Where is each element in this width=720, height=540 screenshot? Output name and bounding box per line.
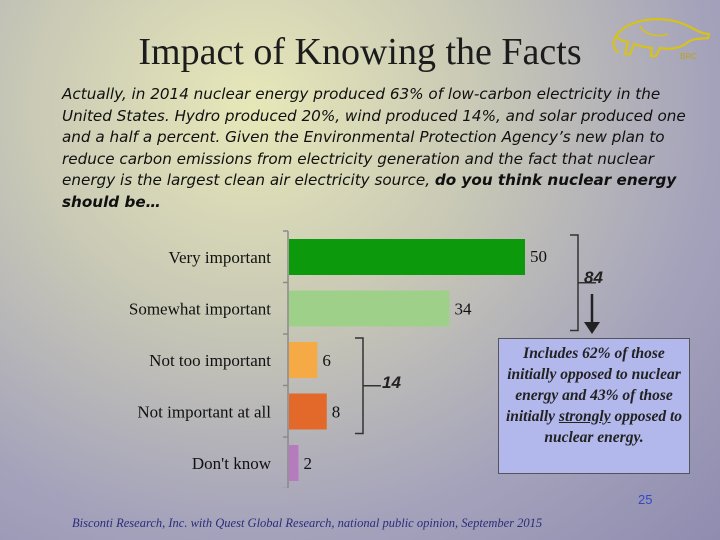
bar xyxy=(289,342,318,378)
question-text: Actually, in 2014 nuclear energy produce… xyxy=(62,85,686,189)
bar xyxy=(289,239,525,275)
bar xyxy=(289,393,327,430)
bar xyxy=(289,445,299,481)
data-label: 50 xyxy=(530,247,547,266)
callout-underlined-text: strongly xyxy=(558,408,611,425)
slide-title: Impact of Knowing the Facts xyxy=(138,31,582,73)
category-label: Not important at all xyxy=(137,403,271,422)
bar xyxy=(289,290,450,327)
category-label: Very important xyxy=(169,248,272,267)
important-group-bracket xyxy=(570,234,579,332)
category-label: Not too important xyxy=(149,351,271,370)
bar-chart: Very important 50 Somewhat important 34 Not … xyxy=(129,230,603,488)
category-label: Somewhat important xyxy=(129,300,271,319)
anteater-logo-icon: BRC xyxy=(612,18,711,61)
callout-box: Includes 62% of those initially opposed … xyxy=(498,338,690,474)
down-arrow-icon xyxy=(584,322,600,334)
question-emphasis: do you think nuclear energy should be… xyxy=(62,171,677,211)
callout-text: Includes 62% of those initially opposed … xyxy=(505,345,681,425)
data-label: 6 xyxy=(322,351,331,370)
category-label: Don't know xyxy=(192,454,272,473)
page-number: 25 xyxy=(638,492,653,507)
not-important-group-total-label: 14 xyxy=(382,373,401,392)
data-label: 8 xyxy=(332,403,341,422)
not-important-group-bracket xyxy=(355,337,364,435)
survey-question: Actually, in 2014 nuclear energy produce… xyxy=(62,84,687,213)
data-label: 34 xyxy=(454,300,472,319)
callout-text-end: opposed to nuclear energy. xyxy=(544,408,683,446)
svg-text:BRC: BRC xyxy=(680,52,697,61)
important-group-total-label: 84 xyxy=(584,268,603,287)
data-label: 2 xyxy=(303,454,312,473)
source-note: Bisconti Research, Inc. with Quest Globa… xyxy=(72,516,543,530)
